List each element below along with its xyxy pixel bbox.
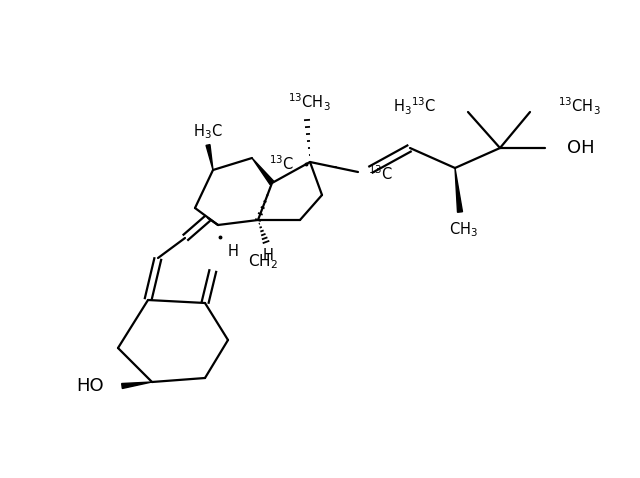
Text: OH: OH (567, 139, 595, 157)
Text: $^{13}$C: $^{13}$C (269, 155, 294, 174)
Text: H$_3$C: H$_3$C (193, 123, 223, 141)
Text: –: – (331, 161, 337, 174)
Polygon shape (206, 145, 213, 170)
Polygon shape (455, 168, 463, 212)
Text: $^{13}$CH$_3$: $^{13}$CH$_3$ (288, 91, 330, 113)
Text: H: H (228, 243, 239, 259)
Polygon shape (122, 382, 152, 389)
Polygon shape (252, 158, 274, 185)
Text: HO: HO (76, 377, 104, 395)
Text: $^{13}$CH$_3$: $^{13}$CH$_3$ (558, 95, 600, 117)
Text: H: H (262, 248, 273, 262)
Text: $^{13}$C: $^{13}$C (368, 164, 393, 184)
Text: CH$_2$: CH$_2$ (248, 253, 278, 272)
Text: CH$_3$: CH$_3$ (449, 221, 477, 239)
Text: H$_3$$^{13}$C: H$_3$$^{13}$C (393, 95, 436, 117)
